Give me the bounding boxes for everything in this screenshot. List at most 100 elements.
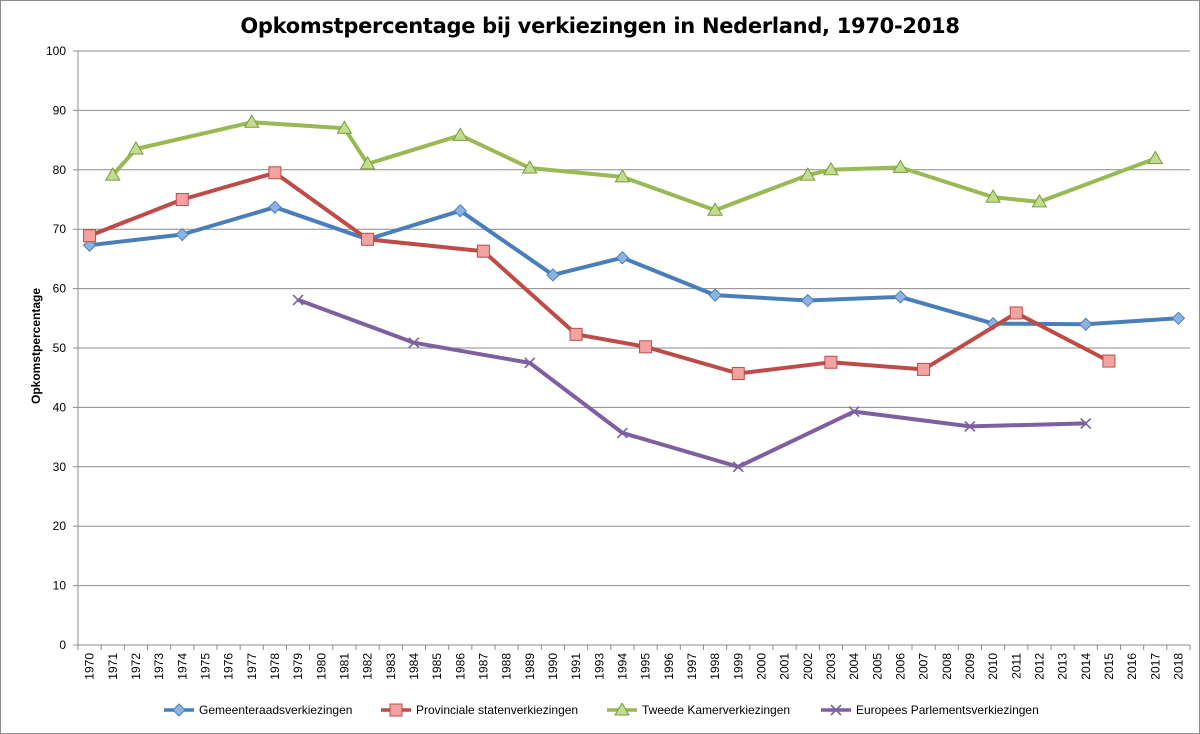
data-point (104, 167, 121, 181)
x-tick-label: 2017 (1148, 653, 1162, 680)
x-tick-label: 1975 (198, 653, 212, 680)
y-tick-label: 0 (59, 638, 66, 652)
x-tick-label: 2011 (1009, 653, 1023, 679)
data-point (268, 200, 282, 214)
y-tick-label: 70 (53, 222, 67, 236)
data-point (453, 204, 467, 218)
x-tick-label: 1993 (592, 653, 606, 680)
data-point (708, 288, 722, 302)
data-point (964, 420, 976, 432)
data-point (408, 337, 420, 349)
x-tick-label: 1991 (569, 653, 583, 680)
series-tweede-kamerverkiezingen (104, 114, 1164, 216)
data-point (799, 167, 816, 181)
data-point (128, 141, 144, 155)
data-point (732, 461, 744, 473)
legend-item: Europees Parlementsverkiezingen (820, 700, 1039, 720)
x-tick-label: 1997 (685, 653, 699, 680)
series-line (88, 170, 1110, 376)
data-point (1080, 417, 1092, 430)
data-point (893, 290, 908, 304)
x-tick-label: 2018 (1171, 653, 1185, 680)
data-point (546, 268, 560, 282)
x-tick-label: 1977 (245, 653, 259, 680)
legend-swatch (821, 704, 851, 716)
data-point (336, 120, 353, 134)
x-tick-label: 1994 (615, 653, 629, 680)
x-tick-label: 1974 (175, 653, 189, 680)
legend-marker (614, 703, 630, 716)
data-point (824, 355, 838, 369)
line-chart: 0 10 20 30 40 50 60 70 80 90 100 1970 1971 1972 1973 19… (46, 44, 1191, 680)
data-point (731, 367, 745, 381)
data-point (823, 161, 839, 176)
x-tick-label: 1989 (523, 653, 537, 680)
x-tick-label: 2015 (1102, 653, 1116, 680)
x-tick-label: 2014 (1079, 653, 1093, 680)
data-point (524, 357, 536, 369)
x-tick-label: 1971 (106, 653, 120, 680)
y-tick-label: 30 (53, 460, 67, 474)
x-tick-label: 1980 (314, 653, 328, 680)
x-tick-label: 2007 (917, 653, 931, 680)
y-tick-label: 50 (53, 341, 67, 355)
legend-item: Gemeenteraadsverkiezingen (163, 700, 352, 720)
data-point (616, 427, 628, 439)
data-point (917, 362, 931, 376)
data-point (359, 155, 376, 170)
data-point (615, 251, 630, 265)
x-tick-label: 1978 (268, 653, 282, 680)
data-point (268, 166, 282, 180)
x-tick-label: 2004 (847, 653, 861, 680)
data-point (292, 294, 304, 306)
x-tick-label: 2006 (893, 653, 907, 680)
data-point (82, 238, 97, 252)
y-tick-label: 60 (53, 282, 67, 296)
data-point (243, 114, 260, 128)
x-tick-label: 1995 (639, 653, 653, 680)
chart-title: Opkomstpercentage bij verkiezingen in Ne… (240, 14, 960, 38)
x-tick-label: 2000 (754, 653, 768, 680)
x-tick-label: 2008 (940, 653, 954, 680)
legend-swatch (164, 703, 194, 717)
data-point (521, 160, 538, 174)
x-tick-label: 1970 (83, 653, 97, 680)
legend-swatch (381, 703, 411, 717)
x-tick-label: 1981 (337, 653, 351, 680)
data-point (1079, 317, 1093, 331)
x-tick-label: 2010 (986, 653, 1000, 680)
legend-label: Europees Parlementsverkiezingen (856, 703, 1039, 717)
x-tick-label: 2005 (870, 653, 884, 680)
x-tick-label: 1988 (500, 653, 514, 680)
x-tick-label: 1976 (222, 653, 236, 680)
series-line (111, 120, 1157, 213)
series-gemeenteraadsverkiezingen (82, 200, 1186, 331)
y-tick-label: 90 (53, 103, 67, 117)
x-tick-label: 1987 (476, 653, 490, 680)
series-line (297, 298, 1086, 469)
y-tick-label: 40 (53, 400, 67, 414)
legend-marker (389, 703, 403, 717)
y-tick-label: 80 (53, 163, 67, 177)
x-tick-label: 1998 (708, 653, 722, 680)
x-tick-label: 2003 (824, 653, 838, 680)
x-tick-label: 1983 (384, 653, 398, 680)
legend-swatch (607, 703, 637, 716)
data-point (1031, 193, 1048, 208)
data-point (476, 244, 490, 258)
data-point (1009, 306, 1023, 320)
legend-marker (172, 703, 186, 717)
x-tick-label: 1985 (430, 653, 444, 680)
data-point (614, 168, 631, 183)
data-point (569, 327, 583, 341)
x-tick-label: 1996 (662, 653, 676, 680)
data-point (361, 232, 375, 246)
legend-item: Provinciale statenverkiezingen (380, 700, 578, 720)
data-point (1102, 354, 1116, 368)
x-tick-label: 1979 (291, 653, 305, 680)
x-tick-label: 2012 (1032, 653, 1046, 680)
x-tick-label: 2009 (963, 653, 977, 680)
data-point (848, 405, 860, 418)
data-point (175, 227, 189, 242)
data-point (639, 340, 653, 354)
